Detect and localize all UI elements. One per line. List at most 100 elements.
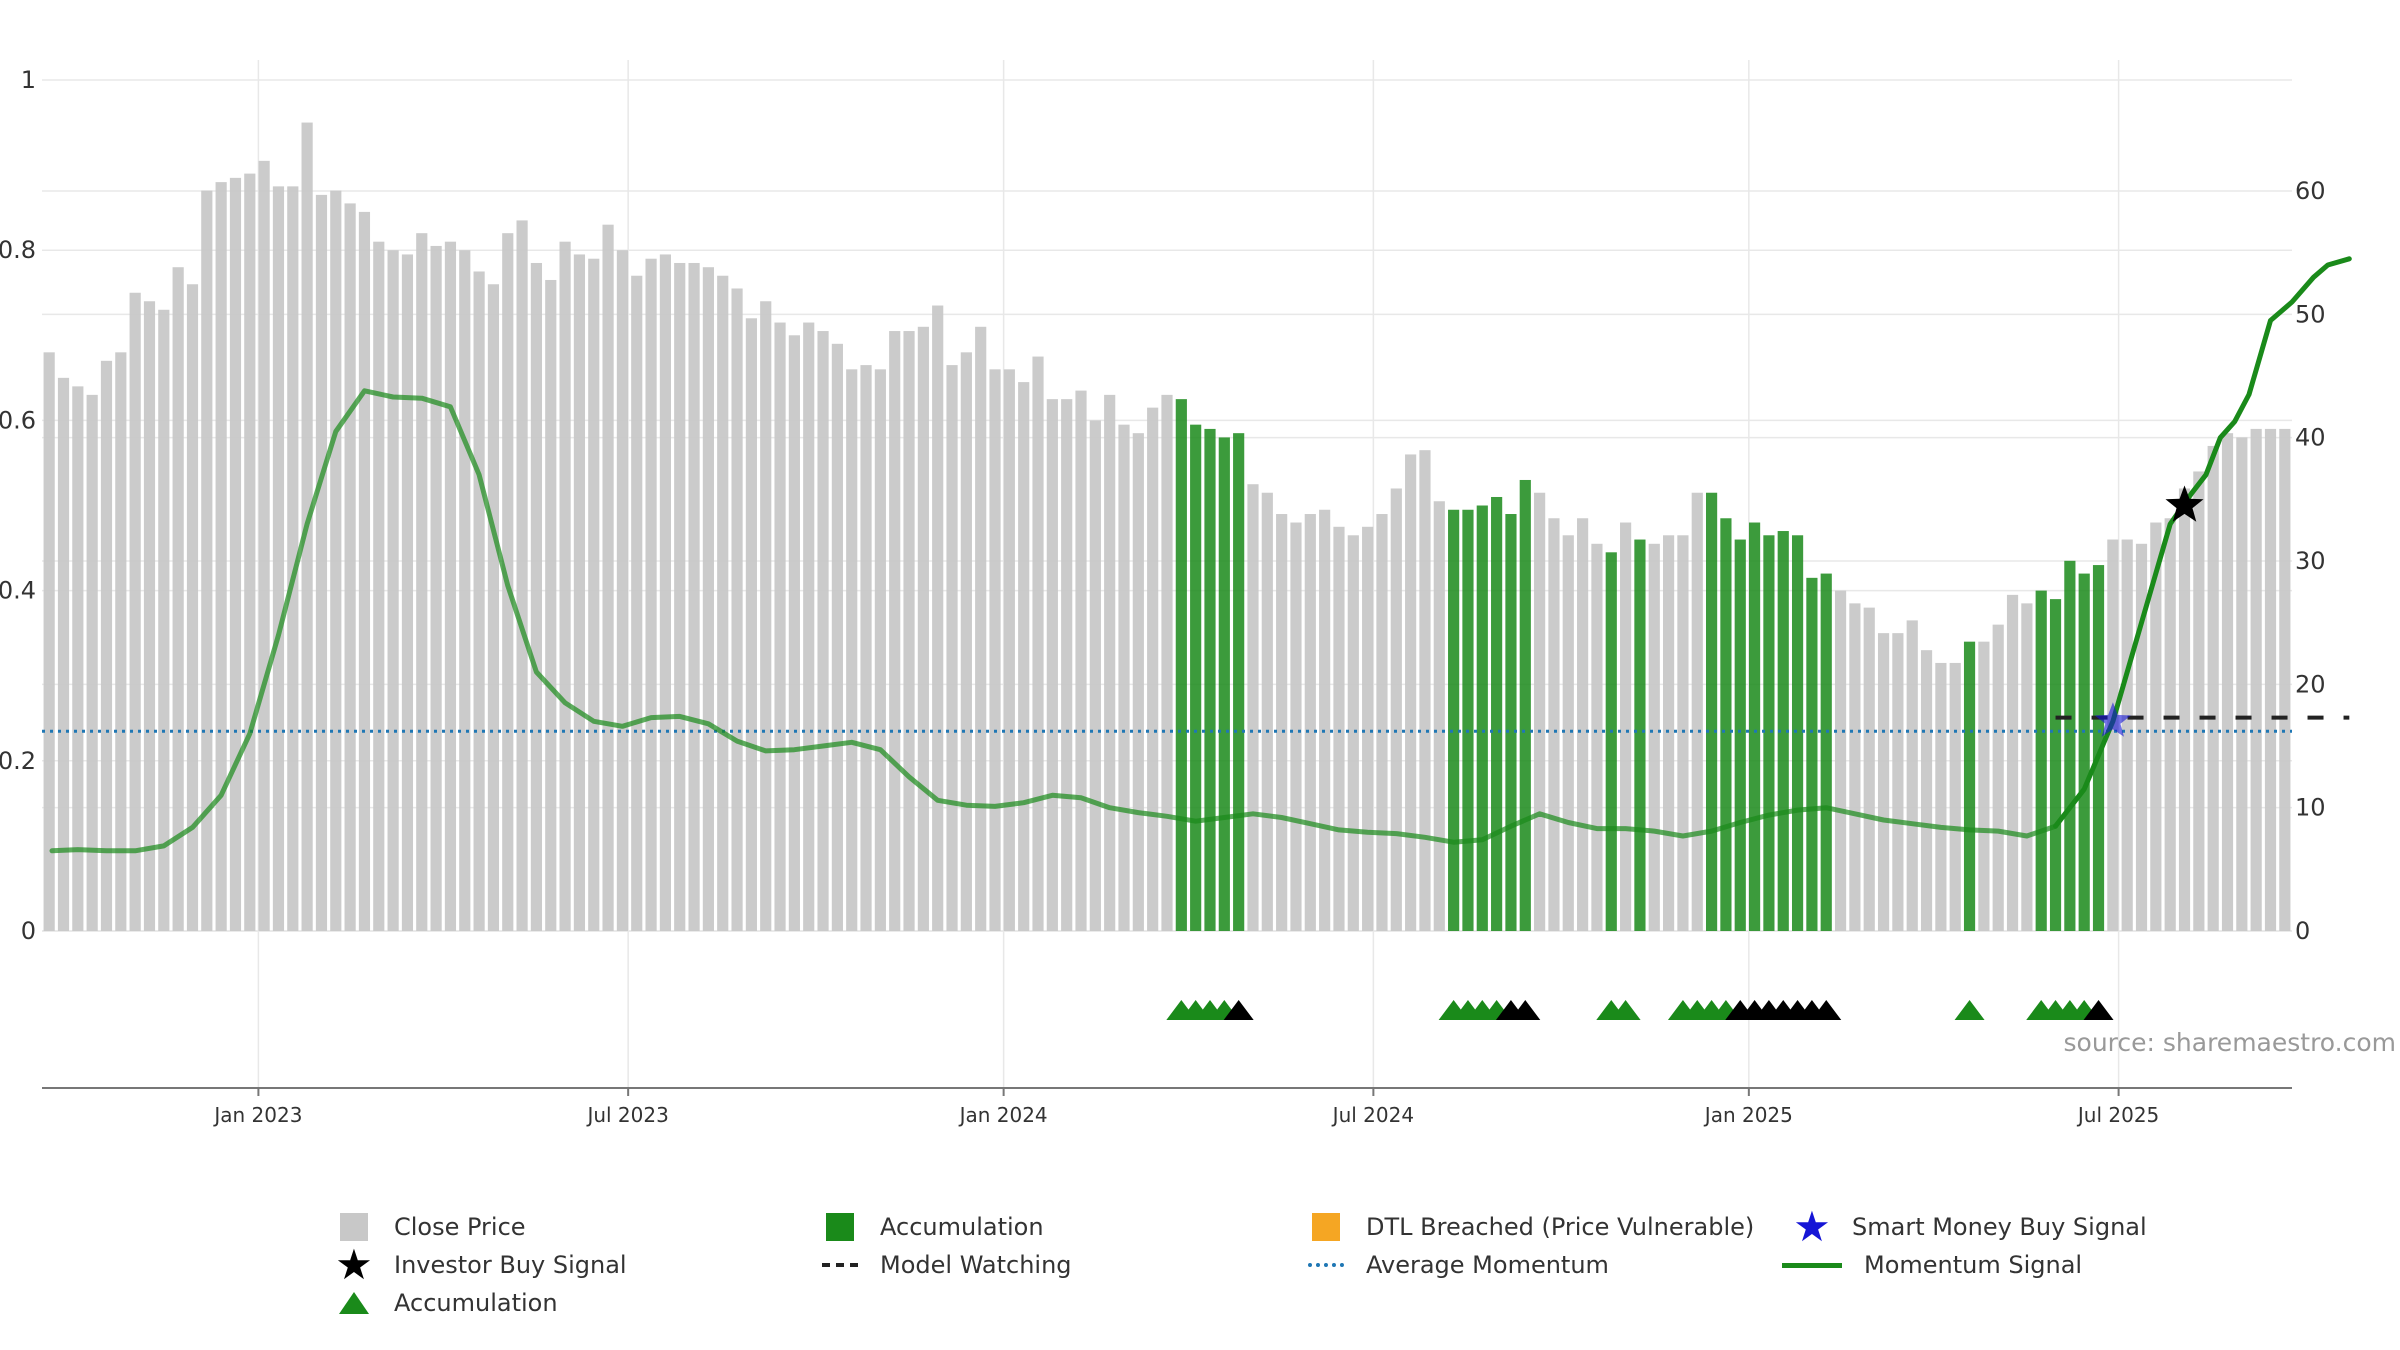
- close-price-bar: [1032, 356, 1044, 931]
- star-icon: ★: [1793, 1202, 1831, 1251]
- x-tick-label: Jan 2025: [1703, 1103, 1793, 1127]
- legend-item-model-watching: Model Watching: [822, 1246, 1072, 1284]
- black-triangle-marker: [2083, 1000, 2114, 1020]
- close-price-bar: [401, 254, 414, 931]
- accumulation-bar: [1763, 535, 1775, 931]
- x-tick-label: Jul 2025: [2076, 1103, 2159, 1127]
- x-tick-label: Jan 2024: [958, 1103, 1048, 1127]
- close-price-bar: [731, 288, 743, 931]
- black-triangle-marker: [1811, 1000, 1842, 1020]
- close-price-bar: [115, 352, 127, 931]
- close-price-bar: [287, 186, 299, 931]
- close-price-bar: [616, 250, 629, 931]
- close-price-bar: [1419, 450, 1431, 931]
- right-tick-label: 10: [2295, 794, 2326, 822]
- legend-label-investor-buy: Investor Buy Signal: [394, 1251, 627, 1279]
- marker-layer: [1166, 485, 2204, 1020]
- legend-item-momentum-signal: Momentum Signal: [1782, 1246, 2082, 1284]
- close-price-bar: [57, 377, 70, 932]
- legend-swatch-momentum-signal: [1782, 1247, 1842, 1283]
- close-price-bar: [1949, 662, 1961, 931]
- close-price-bar: [1118, 424, 1130, 931]
- close-price-bar: [2150, 522, 2162, 931]
- close-price-bar: [745, 318, 757, 931]
- close-price-bar: [588, 258, 600, 932]
- momentum-signal-line-faded: [49, 388, 2058, 854]
- close-price-bar: [545, 279, 557, 931]
- legend-swatch-investor-buy: ★: [335, 1244, 373, 1286]
- close-price-bar: [1132, 433, 1144, 931]
- right-tick-label: 20: [2295, 670, 2326, 698]
- close-price-bar: [1333, 526, 1345, 931]
- x-tick-label: Jan 2023: [212, 1103, 302, 1127]
- close-price-bar: [1147, 407, 1159, 931]
- close-price-bar: [1046, 399, 1058, 931]
- x-tick-label: Jul 2024: [1331, 1103, 1414, 1127]
- accumulation-triangle-marker: [1610, 1000, 1641, 1020]
- close-price-bar: [2006, 594, 2019, 931]
- close-price-bar: [645, 258, 657, 932]
- close-price-bar: [1304, 514, 1316, 931]
- close-price-bar: [2207, 445, 2219, 931]
- close-price-bar: [946, 365, 958, 932]
- legend-swatch-smart-money: ★: [1793, 1202, 1831, 1251]
- left-tick-label: 0.2: [0, 747, 36, 775]
- close-price-bar: [2164, 518, 2176, 931]
- black-triangle-marker: [1510, 1000, 1541, 1020]
- close-price-bar: [229, 177, 242, 932]
- close-price-bar: [444, 241, 457, 931]
- close-price-bar: [903, 331, 915, 931]
- left-tick-label: 1: [21, 66, 36, 94]
- close-price-bar: [1075, 390, 1087, 931]
- legend-item-accumulation-triangle: Accumulation: [336, 1284, 558, 1322]
- close-price-bar: [1089, 420, 1101, 931]
- legend-label-momentum-signal: Momentum Signal: [1864, 1251, 2083, 1279]
- close-price-bar: [2193, 471, 2205, 931]
- close-price-bar: [674, 262, 686, 932]
- legend-item-investor-buy: ★ Investor Buy Signal: [335, 1244, 627, 1286]
- close-price-bar: [2135, 543, 2148, 931]
- legend-item-dtl-breached: DTL Breached (Price Vulnerable): [1308, 1208, 1754, 1246]
- close-price-bar: [1577, 518, 1589, 931]
- smart-money-buy-star: [2094, 702, 2131, 737]
- accumulation-bar: [1519, 479, 1531, 931]
- close-price-bar: [330, 190, 342, 931]
- close-price-bar: [1691, 492, 1703, 931]
- close-price-bar: [1061, 399, 1073, 931]
- close-price-bar: [860, 365, 872, 932]
- close-price-bar: [244, 173, 256, 932]
- accumulation-bar: [1720, 518, 1732, 931]
- accumulation-bar: [1605, 552, 1617, 931]
- close-price-bar: [416, 233, 428, 931]
- close-price-bar: [688, 262, 700, 932]
- close-price-bar: [1906, 620, 1918, 931]
- close-price-bar: [960, 352, 972, 931]
- left-tick-label: 0.8: [0, 236, 36, 264]
- close-price-bar: [373, 241, 385, 931]
- black-triangle-marker: [1223, 1000, 1254, 1020]
- legend-swatch-average-momentum: [1308, 1247, 1344, 1283]
- legend-item-close-price: Close Price: [336, 1208, 526, 1246]
- close-price-bar: [158, 309, 170, 931]
- legend-swatch-close-price: [336, 1209, 372, 1245]
- close-price-bar: [1319, 509, 1331, 931]
- close-price-bar: [1362, 526, 1374, 931]
- close-price-bar: [817, 331, 829, 931]
- close-price-bar: [1877, 633, 1890, 931]
- close-price-bar: [430, 245, 442, 931]
- close-price-bar: [1548, 518, 1560, 931]
- chart-canvas: Jan 2023 Jul 2023 Jan 2024 Jul 2024 Jan 2025…: [0, 60, 2396, 1127]
- close-price-bar: [1433, 501, 1445, 931]
- close-price-bar: [702, 267, 714, 932]
- accumulation-bar: [1820, 573, 1832, 931]
- close-price-bar: [1247, 484, 1259, 931]
- accumulation-bar: [1476, 505, 1488, 931]
- close-price-bar: [1562, 535, 1574, 931]
- close-price-bar: [932, 305, 944, 931]
- close-price-bar: [846, 369, 858, 932]
- momentum-signal-line: [2053, 256, 2352, 829]
- close-price-bar: [2107, 539, 2119, 931]
- close-price-bar: [2121, 539, 2133, 931]
- close-price-bar: [602, 224, 614, 932]
- close-price-bar: [1018, 382, 1030, 932]
